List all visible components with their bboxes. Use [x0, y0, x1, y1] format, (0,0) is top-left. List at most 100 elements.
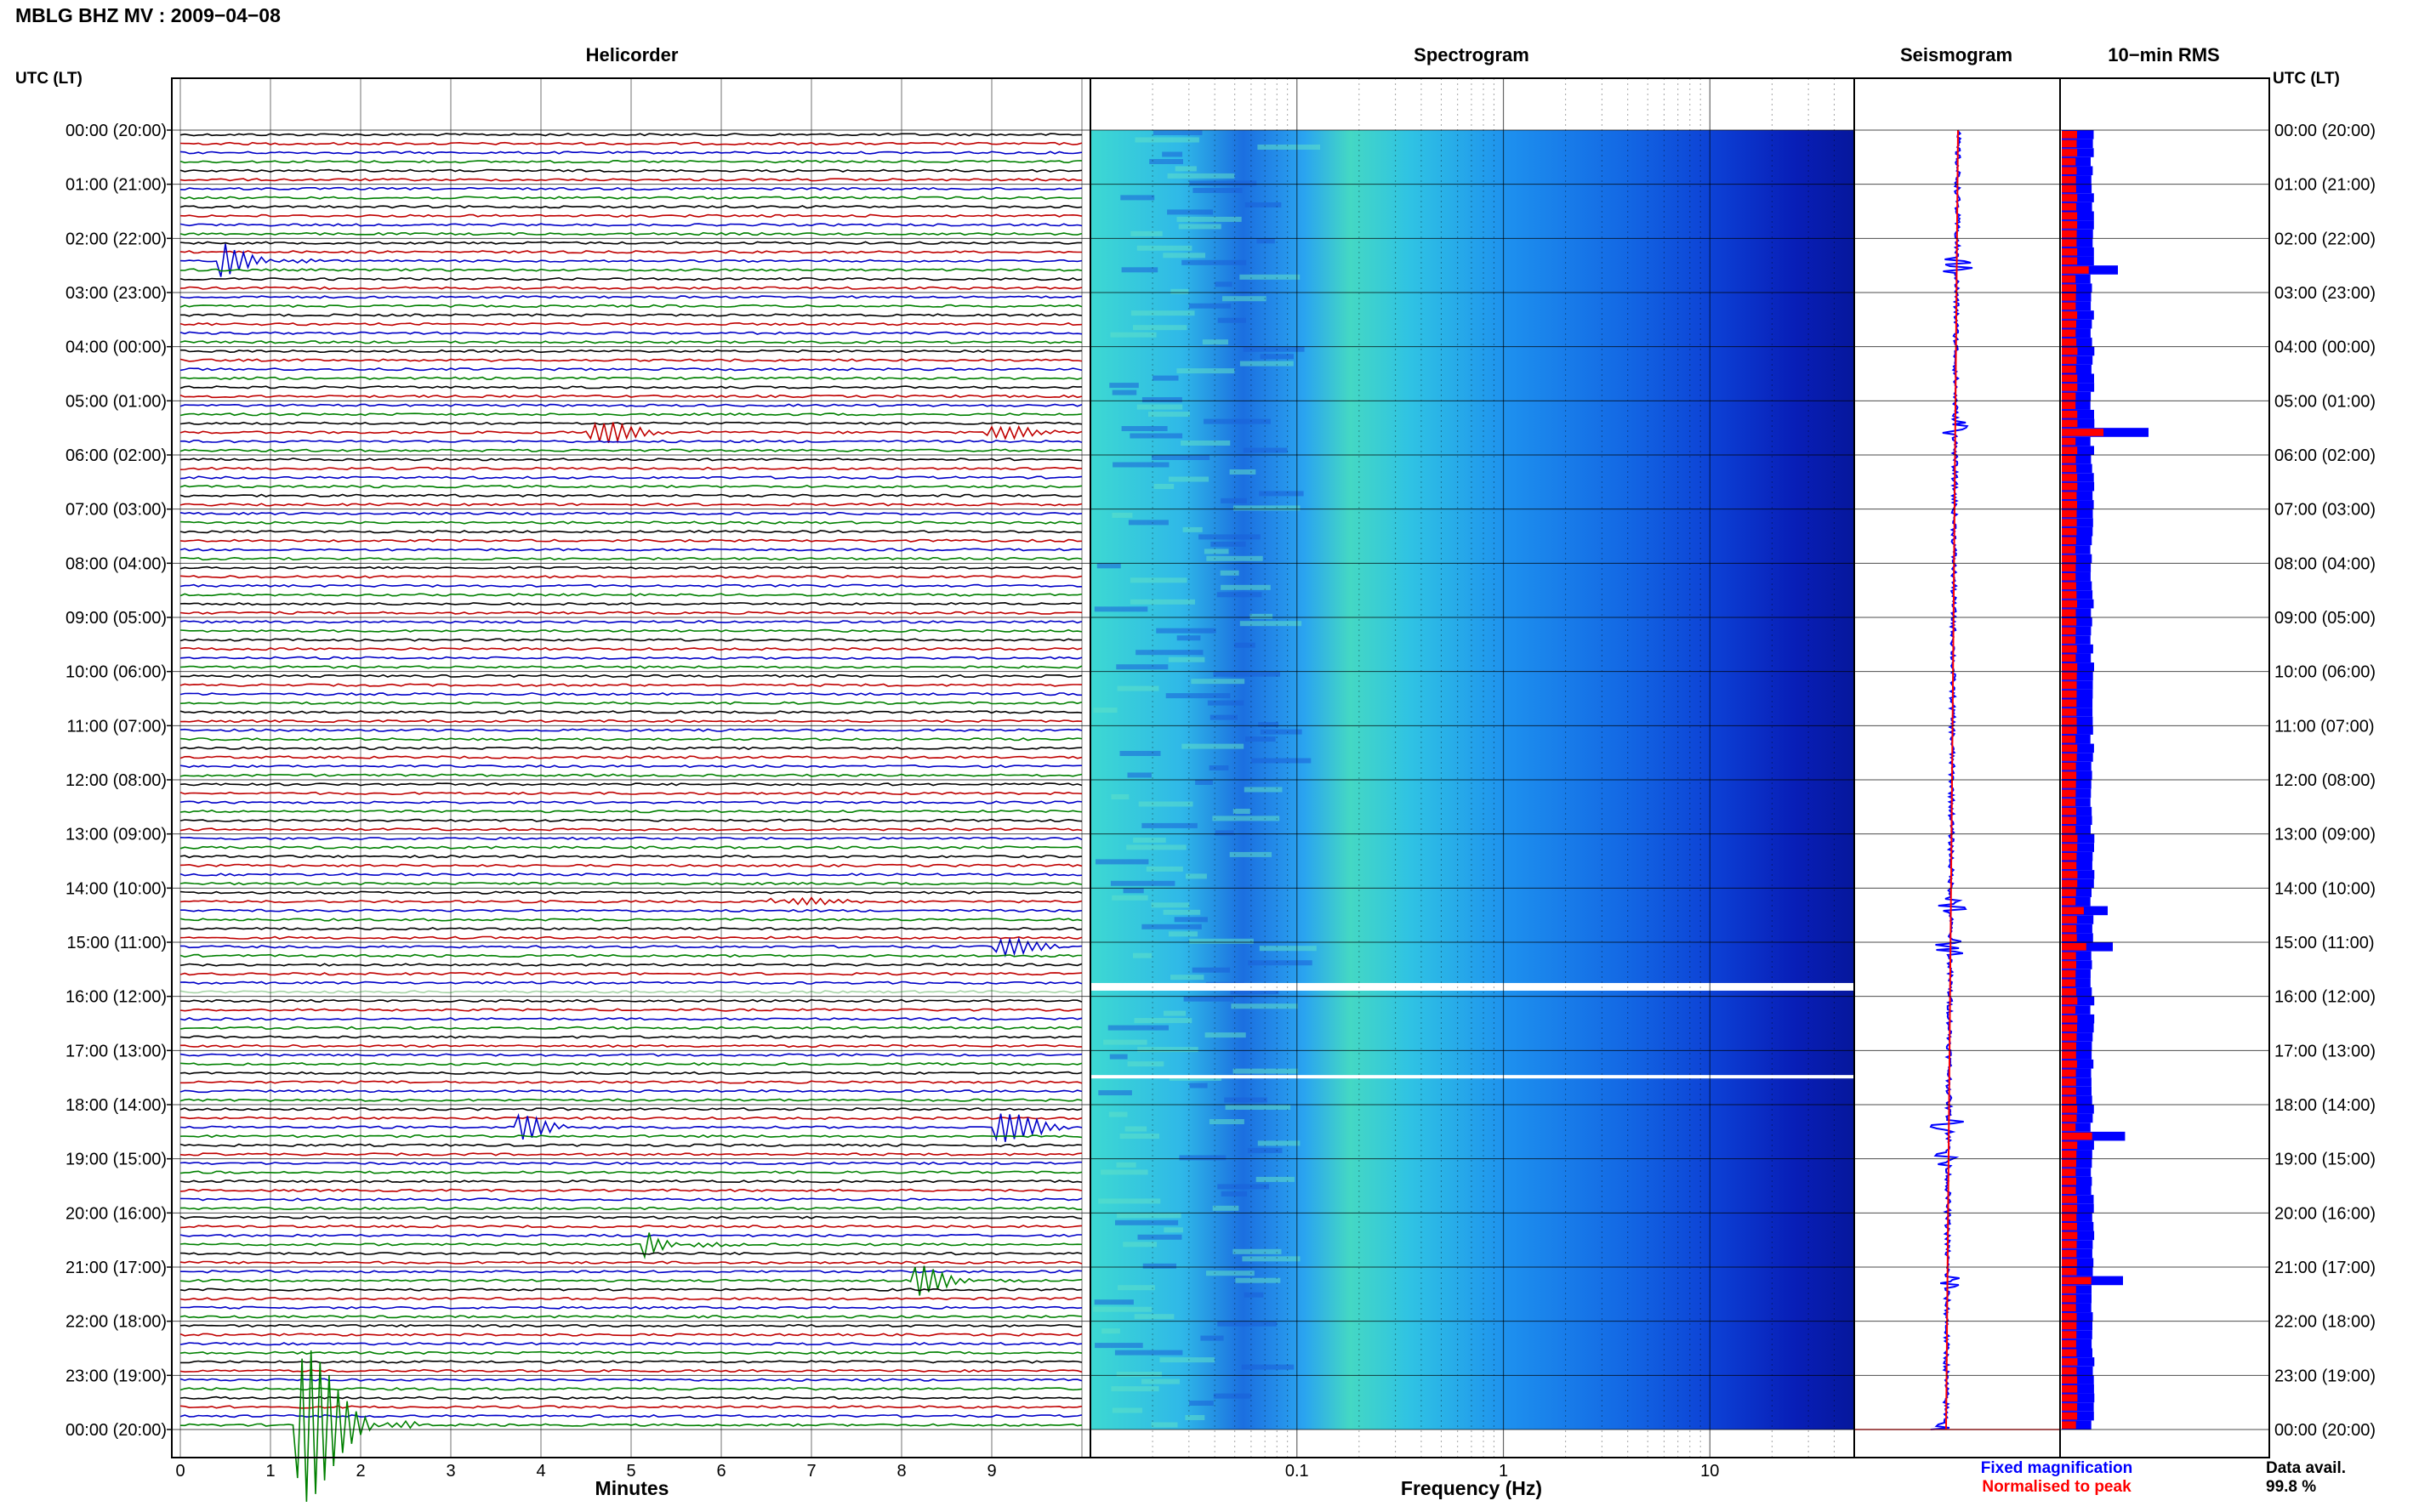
rms-bar-fixed: [2062, 1348, 2092, 1358]
helicorder-trace: [179, 231, 1083, 236]
spectrogram-cell: [1112, 1407, 1142, 1413]
seismogram-title: Seismogram: [1900, 44, 2012, 65]
helicorder-trace: [179, 601, 1083, 606]
time-label-left: 02:00 (22:00): [65, 230, 167, 248]
rms-bar-normalised: [2062, 988, 2076, 996]
helicorder-trace: [179, 1197, 1083, 1202]
spectrogram-cell: [1178, 224, 1221, 230]
spectrogram-cell: [1107, 1025, 1169, 1031]
spectrogram-cell: [1209, 765, 1229, 770]
spectrogram-cell: [1103, 1039, 1147, 1045]
time-label-right: 13:00 (09:00): [2274, 826, 2376, 844]
spectrogram-cell: [1213, 671, 1280, 677]
spectrogram-cell: [1260, 354, 1294, 360]
spectrogram-cell: [1179, 1155, 1227, 1161]
rms-bar-fixed: [2062, 1240, 2093, 1249]
spectrogram-cell: [1142, 1263, 1176, 1269]
spectrogram-cell: [1163, 253, 1205, 259]
spectrogram-cell: [1119, 751, 1161, 756]
rms-bar-fixed: [2062, 130, 2094, 139]
rms-bar-fixed: [2062, 1366, 2093, 1376]
rms-bar-normalised: [2062, 1114, 2077, 1123]
rms-bar-normalised: [2062, 266, 2089, 274]
rms-bar-normalised: [2062, 509, 2077, 518]
rms-bar-fixed: [2062, 1050, 2092, 1060]
time-label-right: 18:00 (14:00): [2274, 1096, 2376, 1115]
time-axis-right-label: UTC (LT): [2273, 70, 2340, 88]
helicorder-trace: [179, 466, 1083, 471]
spectrogram-cell: [1247, 1147, 1283, 1153]
time-label-right: 04:00 (00:00): [2274, 338, 2376, 357]
rms-bar-normalised: [2062, 600, 2077, 608]
rms-bar-normalised: [2062, 437, 2076, 446]
rms-bar-normalised: [2062, 365, 2076, 373]
rms-bar-normalised: [2062, 1159, 2076, 1168]
rms-bar-normalised: [2062, 1421, 2076, 1429]
rms-bar-normalised: [2062, 167, 2077, 175]
rms-bar-fixed: [2062, 148, 2094, 157]
rms-bar-normalised: [2062, 149, 2078, 156]
spectrogram-cell: [1242, 1256, 1301, 1262]
spectrogram-cell: [1176, 216, 1242, 222]
rms-bar-fixed: [2062, 581, 2092, 591]
helicorder-trace: [179, 1062, 1083, 1066]
spectrogram-cell: [1127, 1061, 1164, 1067]
helicorder-trace: [179, 1152, 1083, 1157]
helicorder-trace: [179, 855, 1083, 859]
rms-bar-normalised: [2062, 979, 2076, 987]
rms-bar-fixed: [2062, 202, 2092, 212]
rms-bar-fixed: [2062, 1131, 2126, 1141]
rms-bar-normalised: [2062, 139, 2077, 148]
helicorder-trace: [179, 791, 1083, 796]
spectrogram-cell: [1189, 938, 1254, 944]
helicorder-trace: [179, 638, 1083, 642]
spectrogram-texture: [1090, 130, 1854, 1428]
rms-bar-normalised: [2062, 997, 2078, 1005]
spectrogram-cell: [1123, 888, 1144, 894]
rms-bar-normalised: [2062, 1042, 2076, 1050]
helicorder-trace: [179, 683, 1083, 687]
rms-bar-fixed: [2062, 509, 2093, 519]
helicorder-trace: [179, 963, 1083, 967]
rms-bar-fixed: [2062, 915, 2094, 924]
spectrogram-cell: [1191, 679, 1245, 685]
helicorder-trace: [179, 186, 1083, 191]
helicorder-title: Helicorder: [586, 44, 679, 65]
time-label-left: 19:00 (15:00): [65, 1151, 167, 1169]
helicorder-trace: [179, 286, 1083, 290]
rms-bar-normalised: [2062, 871, 2078, 878]
spectrogram-cell: [1118, 1285, 1155, 1291]
time-label-right: 08:00 (04:00): [2274, 554, 2376, 573]
rms-bar-normalised: [2062, 527, 2077, 536]
time-label-left: 10:00 (06:00): [65, 663, 167, 682]
rms-bar-normalised: [2062, 374, 2078, 383]
helicorder-trace: [179, 511, 1083, 516]
rms-bar-fixed: [2062, 301, 2092, 311]
rms-bar-fixed: [2062, 293, 2092, 302]
rms-bar-fixed: [2062, 716, 2093, 726]
frequency-axis: 0.1 1 10: [1285, 1462, 1720, 1481]
spectrogram-cell: [1130, 599, 1195, 605]
spectrogram-cell: [1148, 412, 1190, 418]
helicorder-trace: [179, 737, 1083, 742]
time-label-left: 21:00 (17:00): [65, 1259, 167, 1277]
helicorder-trace: [179, 421, 1083, 425]
time-label-left: 18:00 (14:00): [65, 1096, 167, 1115]
helicorder-trace: [179, 376, 1083, 380]
time-label-right: 17:00 (13:00): [2274, 1042, 2376, 1060]
rms-bar-normalised: [2062, 618, 2077, 626]
spectrogram-cell: [1163, 909, 1201, 915]
rms-bar-fixed: [2062, 698, 2093, 708]
spectrogram-cell: [1239, 361, 1294, 367]
helicorder-trace: [179, 1017, 1083, 1021]
helicorder-trace: [179, 1161, 1082, 1166]
rms-bar-fixed: [2062, 1068, 2092, 1078]
spectrogram-cell: [1241, 1364, 1295, 1370]
minute-tick-label: 9: [987, 1462, 996, 1481]
rms-bar-fixed: [2062, 689, 2093, 699]
spectrogram-cell: [1229, 469, 1256, 475]
rms-bar-normalised: [2062, 889, 2076, 896]
helicorder-trace: [179, 151, 1083, 155]
spectrogram-cell: [1130, 230, 1163, 236]
rms-bar-fixed: [2062, 1411, 2094, 1421]
